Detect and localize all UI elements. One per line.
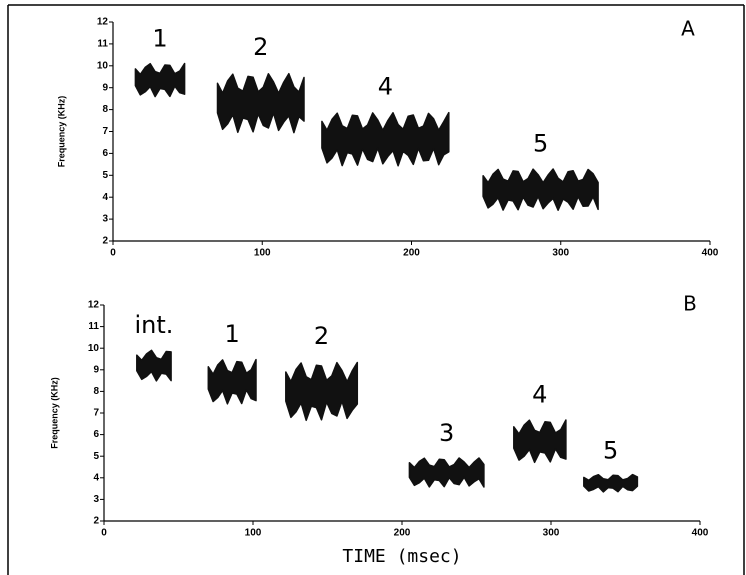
y-tick-label: 2 <box>102 236 108 247</box>
x-tick-label: 200 <box>403 248 420 259</box>
panel-label: A <box>681 17 695 41</box>
x-tick-label: 400 <box>702 248 719 259</box>
x-tick-label: 300 <box>543 528 560 539</box>
syllable <box>513 419 567 464</box>
x-tick-label: 0 <box>101 528 107 539</box>
y-tick-label: 11 <box>88 321 99 332</box>
y-tick-label: 6 <box>102 148 108 159</box>
x-tick-label: 0 <box>110 248 116 259</box>
syllable <box>482 168 599 211</box>
syllable-label: 5 <box>603 436 618 464</box>
y-tick-label: 8 <box>102 104 108 115</box>
y-tick-label: 11 <box>97 39 108 50</box>
y-tick-label: 6 <box>93 429 99 440</box>
syllable <box>285 361 359 422</box>
y-tick-label: 3 <box>102 214 108 225</box>
y-tick-label: 5 <box>102 170 108 181</box>
y-tick-label: 10 <box>88 343 100 354</box>
y-tick-label: 2 <box>93 516 99 527</box>
syllable <box>583 473 639 493</box>
x-tick-label: 200 <box>394 528 411 539</box>
x-tick-label: 300 <box>552 248 569 259</box>
y-tick-label: 4 <box>102 192 108 203</box>
y-tick-label: 9 <box>93 364 99 375</box>
panel-label: B <box>683 292 697 316</box>
y-tick-label: 7 <box>93 408 99 419</box>
x-tick-label: 400 <box>692 528 709 539</box>
y-tick-label: 4 <box>93 472 99 483</box>
y-tick-label: 7 <box>102 126 108 137</box>
syllable <box>321 111 450 167</box>
syllable-label: 2 <box>253 33 268 61</box>
y-tick-label: 9 <box>102 82 108 93</box>
syllable-label: 1 <box>152 24 167 52</box>
y-tick-label: 3 <box>93 494 99 505</box>
syllable-label: 4 <box>532 380 547 408</box>
syllable <box>134 62 186 98</box>
y-tick-label: 5 <box>93 451 99 462</box>
syllable <box>136 349 172 382</box>
syllable-label: int. <box>134 311 173 339</box>
y-tick-label: 12 <box>88 300 100 311</box>
x-tick-label: 100 <box>245 528 262 539</box>
syllable <box>408 457 485 488</box>
x-tick-label: 100 <box>254 248 271 259</box>
y-tick-label: 8 <box>93 386 99 397</box>
syllable-label: 4 <box>378 73 393 101</box>
y-axis-label: Frequency (KHz) <box>56 96 66 168</box>
syllable-label: 2 <box>314 322 329 350</box>
syllable-label: 5 <box>533 130 548 158</box>
y-axis-label: Frequency (KHz) <box>49 377 59 449</box>
y-tick-label: 12 <box>97 17 109 28</box>
syllable-label: 1 <box>224 320 239 348</box>
y-tick-label: 10 <box>97 60 109 71</box>
x-axis-label: TIME (msec) <box>342 546 461 567</box>
syllable <box>216 72 305 134</box>
syllable <box>207 358 257 405</box>
syllable-label: 3 <box>439 419 454 447</box>
